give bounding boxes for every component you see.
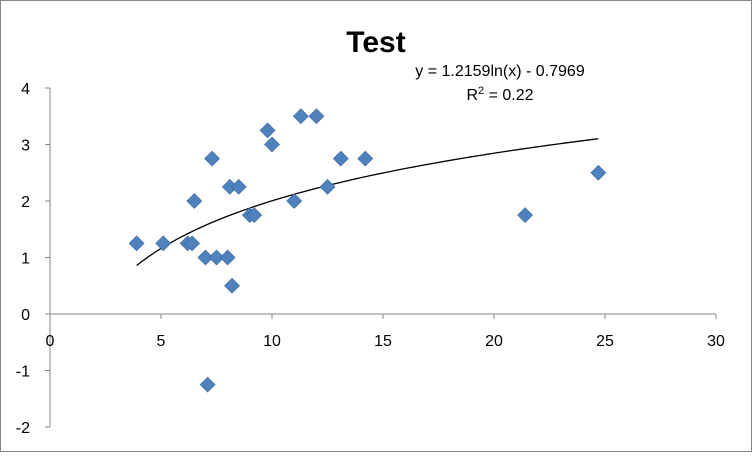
x-tick-label: 30	[707, 333, 725, 350]
data-point	[292, 108, 309, 125]
data-point	[357, 150, 374, 167]
r-squared-value: = 0.22	[484, 87, 533, 104]
y-tick-label: 1	[21, 251, 30, 268]
data-point	[246, 207, 263, 224]
data-point	[186, 193, 203, 209]
data-point	[590, 164, 607, 181]
r-squared-prefix: R	[466, 87, 478, 104]
axes	[45, 87, 717, 428]
x-tick-label: 20	[485, 333, 503, 350]
data-point	[230, 178, 247, 195]
x-tick-label: 15	[374, 333, 392, 350]
trendline	[136, 138, 599, 267]
data-point	[259, 122, 276, 139]
r-squared-label: R2 = 0.22	[466, 85, 533, 104]
data-point	[319, 178, 336, 195]
data-point	[264, 136, 280, 153]
data-point	[219, 249, 236, 266]
data-point	[128, 235, 145, 252]
r-squared-superscript: 2	[478, 85, 484, 97]
y-tick-label: 4	[21, 81, 30, 98]
y-tick-label: -2	[16, 420, 30, 437]
data-point	[199, 376, 216, 393]
x-tick-label: 0	[46, 333, 55, 350]
chart-title: Test	[346, 26, 405, 59]
data-point	[286, 193, 303, 209]
y-tick-label: 3	[21, 138, 30, 155]
data-point	[184, 235, 201, 252]
data-point	[155, 235, 172, 252]
trendline-equation: y = 1.2159ln(x) - 0.7969	[415, 63, 585, 80]
data-point	[208, 249, 225, 266]
data-point	[308, 108, 325, 125]
y-tick-label: 2	[21, 194, 30, 211]
data-point	[197, 249, 214, 266]
y-tick-label: -1	[16, 364, 30, 381]
data-points	[128, 108, 607, 393]
y-tick-label: 0	[21, 307, 30, 324]
data-point	[224, 277, 240, 294]
data-point	[517, 207, 534, 224]
x-tick-label: 10	[263, 333, 281, 350]
data-point	[204, 150, 220, 167]
x-tick-label: 5	[157, 333, 166, 350]
x-tick-label: 25	[596, 333, 614, 350]
data-point	[332, 150, 349, 167]
